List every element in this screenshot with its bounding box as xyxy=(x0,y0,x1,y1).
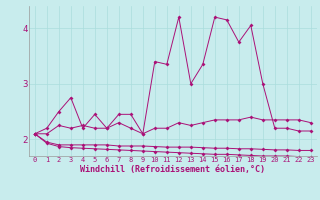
X-axis label: Windchill (Refroidissement éolien,°C): Windchill (Refroidissement éolien,°C) xyxy=(80,165,265,174)
